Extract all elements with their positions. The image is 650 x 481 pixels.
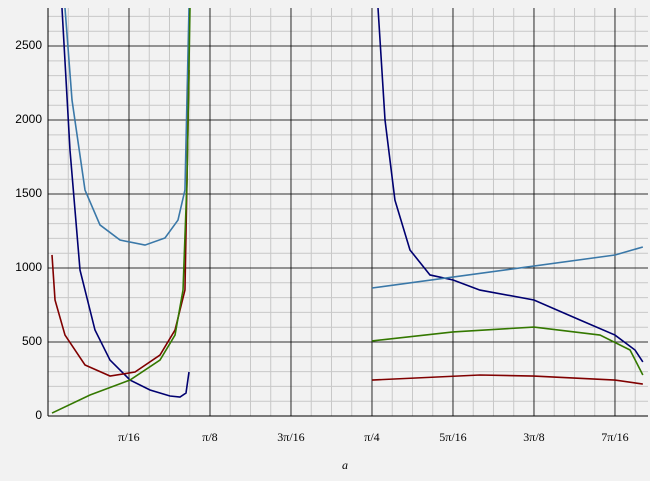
plot-area (51, 8, 644, 414)
y-tick-label: 500 (22, 334, 42, 348)
x-tick-label: π/8 (202, 430, 217, 444)
x-tick-label: 5π/16 (439, 430, 466, 444)
line-series (64, 8, 644, 289)
y-tick-label: 1000 (15, 260, 42, 274)
y-tick-label: 2500 (15, 38, 42, 52)
line-series (51, 8, 644, 414)
x-tick-label: π/16 (118, 430, 139, 444)
x-axis-label: a (342, 458, 348, 472)
y-tick-label: 2000 (15, 112, 42, 126)
x-tick-label: π/4 (364, 430, 379, 444)
x-tick-label: 3π/8 (523, 430, 544, 444)
x-tick-label: 7π/16 (601, 430, 628, 444)
y-tick-label: 0 (35, 408, 42, 422)
y-tick-label: 1500 (15, 186, 42, 200)
x-tick-label: 3π/16 (277, 430, 304, 444)
